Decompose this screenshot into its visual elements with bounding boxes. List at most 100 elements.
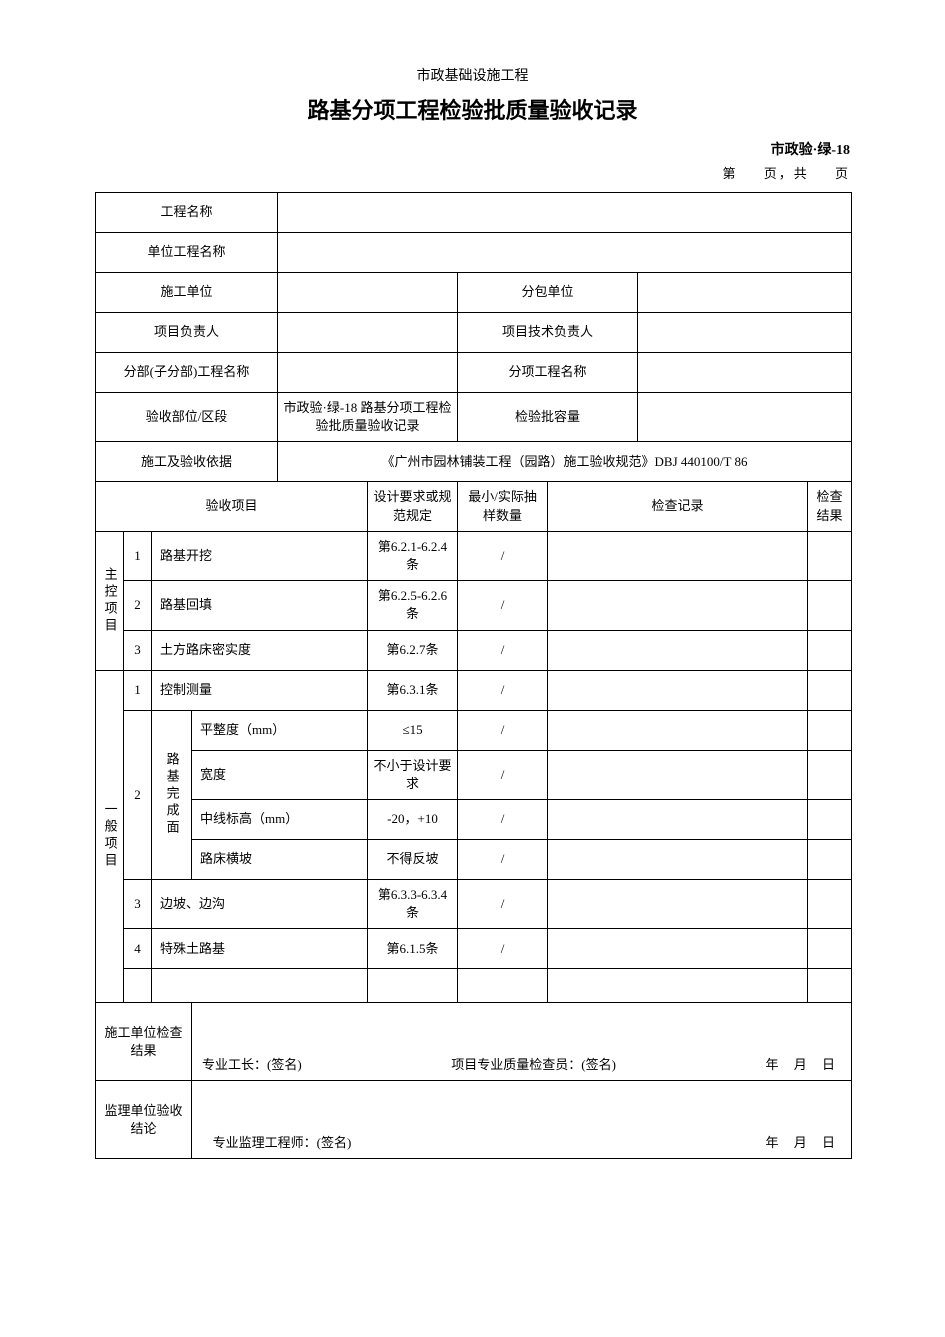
label-unit-project-name: 单位工程名称 (96, 233, 278, 273)
label-tech-leader: 项目技术负责人 (458, 313, 638, 353)
item-name: 特殊土路基 (152, 929, 368, 969)
value-construction-unit (278, 273, 458, 313)
item-result (808, 879, 852, 928)
signature-row-supervision: 监理单位验收结论 专业监理工程师：(签名) 年 月 日 (96, 1081, 852, 1159)
sub-item-qty: / (458, 710, 548, 750)
item-result (808, 929, 852, 969)
table-row: 工程名称 (96, 193, 852, 233)
table-row: 2 路基完成面 平整度（mm） ≤15 / (96, 710, 852, 750)
table-row: 中线标高（mm） -20，+10 / (96, 799, 852, 839)
main-title: 路基分项工程检验批质量验收记录 (95, 93, 850, 125)
sub-item-spec: -20，+10 (368, 799, 458, 839)
value-construction-basis: 《广州市园林铺装工程（园路）施工验收规范》DBJ 440100/T 86 (278, 442, 852, 482)
col-design-req: 设计要求或规范规定 (368, 482, 458, 531)
label-supervision-conclusion: 监理单位验收结论 (96, 1081, 192, 1159)
item-name: 控制测量 (152, 670, 368, 710)
signature-cell: 专业监理工程师：(签名) 年 月 日 (192, 1081, 852, 1159)
empty-cell (368, 969, 458, 1003)
sub-item-result (808, 839, 852, 879)
item-no: 2 (124, 710, 152, 879)
sub-item-name: 路床横坡 (192, 839, 368, 879)
table-row: 宽度 不小于设计要求 / (96, 750, 852, 799)
col-check-record: 检查记录 (548, 482, 808, 531)
sub-item-name: 宽度 (192, 750, 368, 799)
sub-item-record (548, 839, 808, 879)
item-record (548, 531, 808, 580)
value-subitem-name (638, 353, 852, 393)
item-result (808, 581, 852, 630)
item-record (548, 670, 808, 710)
label-project-name: 工程名称 (96, 193, 278, 233)
item-no: 3 (124, 879, 152, 928)
item-name: 路基开挖 (152, 531, 368, 580)
item-record (548, 581, 808, 630)
sub-item-qty: / (458, 750, 548, 799)
value-project-name (278, 193, 852, 233)
table-row: 2 路基回填 第6.2.5-6.2.6条 / (96, 581, 852, 630)
label-division-name: 分部(子分部)工程名称 (96, 353, 278, 393)
item-no: 2 (124, 581, 152, 630)
item-name: 路基回填 (152, 581, 368, 630)
item-no: 1 (124, 670, 152, 710)
doc-code: 市政验·绿-18 (771, 139, 850, 159)
table-row: 验收部位/区段 市政验·绿-18 路基分项工程检验批质量验收记录 检验批容量 (96, 393, 852, 442)
item-record (548, 879, 808, 928)
sub-item-record (548, 799, 808, 839)
inspection-form-table: 工程名称 单位工程名称 施工单位 分包单位 项目负责人 项目技术负责人 分部(子… (95, 192, 852, 1159)
empty-cell (458, 969, 548, 1003)
table-row: 3 边坡、边沟 第6.3.3-6.3.4条 / (96, 879, 852, 928)
sub-item-spec: ≤15 (368, 710, 458, 750)
sub-item-qty: / (458, 839, 548, 879)
label-batch-capacity: 检验批容量 (458, 393, 638, 442)
page-indicator: 第 页，共 页 (722, 163, 850, 182)
sub-item-name: 平整度（mm） (192, 710, 368, 750)
sub-item-name: 中线标高（mm） (192, 799, 368, 839)
empty-cell (152, 969, 368, 1003)
empty-cell (124, 969, 152, 1003)
value-project-leader (278, 313, 458, 353)
table-row: 施工及验收依据 《广州市园林铺装工程（园路）施工验收规范》DBJ 440100/… (96, 442, 852, 482)
item-qty: / (458, 929, 548, 969)
label-construction-unit: 施工单位 (96, 273, 278, 313)
value-acceptance-location: 市政验·绿-18 路基分项工程检验批质量验收记录 (278, 393, 458, 442)
label-main-control: 主控项目 (96, 531, 124, 670)
value-batch-capacity (638, 393, 852, 442)
item-qty: / (458, 581, 548, 630)
item-qty: / (458, 879, 548, 928)
sub-item-record (548, 710, 808, 750)
table-row: 4 特殊土路基 第6.1.5条 / (96, 929, 852, 969)
item-no: 1 (124, 531, 152, 580)
label-foreman: 专业工长：(签名) (202, 1056, 302, 1074)
item-result (808, 630, 852, 670)
empty-cell (808, 969, 852, 1003)
item-spec: 第6.3.1条 (368, 670, 458, 710)
value-division-name (278, 353, 458, 393)
label-quality-inspector: 项目专业质量检查员：(签名) (451, 1056, 616, 1074)
col-check-result: 检查结果 (808, 482, 852, 531)
sub-item-record (548, 750, 808, 799)
table-row: 3 土方路床密实度 第6.2.7条 / (96, 630, 852, 670)
signature-row-construction: 施工单位检查结果 专业工长：(签名) 项目专业质量检查员：(签名) 年 月 日 (96, 1003, 852, 1081)
sub-item-result (808, 750, 852, 799)
item-qty: / (458, 531, 548, 580)
date-ymd: 年 月 日 (766, 1056, 842, 1074)
sub-item-spec: 不小于设计要求 (368, 750, 458, 799)
item-qty: / (458, 630, 548, 670)
item-spec: 第6.2.5-6.2.6条 (368, 581, 458, 630)
value-tech-leader (638, 313, 852, 353)
value-subcontractor (638, 273, 852, 313)
item-name: 边坡、边沟 (152, 879, 368, 928)
item-spec: 第6.3.3-6.3.4条 (368, 879, 458, 928)
item-spec: 第6.1.5条 (368, 929, 458, 969)
label-subcontractor: 分包单位 (458, 273, 638, 313)
item-result (808, 531, 852, 580)
date-ymd: 年 月 日 (766, 1134, 842, 1152)
label-acceptance-location: 验收部位/区段 (96, 393, 278, 442)
sub-item-spec: 不得反坡 (368, 839, 458, 879)
col-inspection-item: 验收项目 (96, 482, 368, 531)
item-no: 4 (124, 929, 152, 969)
table-header-row: 验收项目 设计要求或规范规定 最小/实际抽样数量 检查记录 检查结果 (96, 482, 852, 531)
empty-cell (548, 969, 808, 1003)
sub-item-result (808, 710, 852, 750)
table-row: 主控项目 1 路基开挖 第6.2.1-6.2.4条 / (96, 531, 852, 580)
